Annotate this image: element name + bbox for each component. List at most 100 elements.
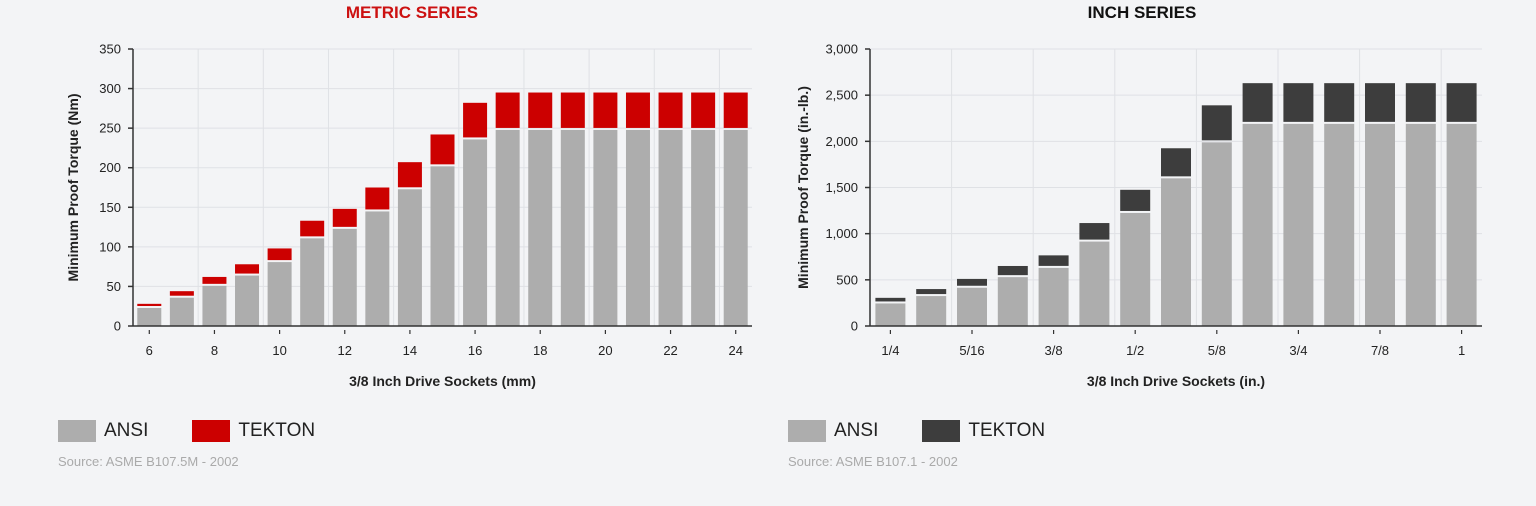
bar-tekton (997, 265, 1028, 276)
bar-ansi (658, 129, 683, 326)
bar-ansi (463, 139, 488, 326)
bar-tekton (495, 92, 520, 128)
bar-tekton (430, 134, 455, 165)
y-tick-label: 350 (99, 42, 121, 57)
metric-legend: ANSI TEKTON (58, 420, 359, 442)
bar-tekton (593, 92, 618, 128)
y-tick-label: 50 (107, 279, 121, 294)
bar-ansi (625, 129, 650, 326)
bar-ansi (957, 287, 987, 326)
bar-tekton (625, 92, 650, 128)
bar-tekton (1161, 148, 1191, 177)
bar-tekton (1242, 83, 1273, 122)
bar-tekton (1201, 105, 1232, 141)
bar-tekton (202, 276, 227, 284)
bar-ansi (137, 308, 162, 326)
bar-tekton (1120, 189, 1151, 211)
inch-legend: ANSI TEKTON (788, 420, 1089, 442)
x-tick-label: 6 (146, 343, 153, 358)
y-tick-label: 1,500 (825, 180, 858, 195)
bar-ansi (723, 129, 748, 326)
legend-item-tekton: TEKTON (922, 420, 1045, 442)
bar-tekton (1324, 83, 1355, 122)
legend-item-tekton: TEKTON (192, 420, 315, 442)
bar-tekton (300, 220, 325, 237)
x-axis-label: 3/8 Inch Drive Sockets (in.) (1087, 373, 1265, 389)
x-tick-label: 8 (211, 343, 218, 358)
legend-item-ansi: ANSI (58, 420, 148, 442)
y-tick-label: 2,000 (825, 134, 858, 149)
bar-ansi (1405, 123, 1436, 326)
bar-ansi (560, 129, 585, 326)
bar-ansi (1324, 123, 1355, 326)
bar-tekton (267, 248, 292, 261)
chart-title: METRIC SERIES (346, 3, 478, 22)
ansi-swatch (58, 420, 96, 442)
y-tick-label: 300 (99, 81, 121, 96)
bar-tekton (560, 92, 585, 128)
bar-tekton (1405, 83, 1436, 122)
bar-tekton (957, 278, 987, 286)
x-tick-label: 5/8 (1208, 343, 1226, 358)
chart-title: INCH SERIES (1088, 3, 1197, 22)
inch-source: Source: ASME B107.1 - 2002 (788, 454, 958, 469)
x-tick-label: 7/8 (1371, 343, 1389, 358)
bar-tekton (1283, 83, 1314, 122)
y-axis-label: Minimum Proof Torque (in.-lb.) (795, 86, 811, 289)
bar-ansi (495, 129, 520, 326)
ansi-swatch (788, 420, 826, 442)
bar-tekton (658, 92, 683, 128)
bar-ansi (875, 303, 906, 326)
x-tick-label: 14 (403, 343, 417, 358)
bar-ansi (997, 277, 1028, 326)
y-tick-label: 500 (836, 272, 858, 287)
x-tick-label: 22 (663, 343, 677, 358)
y-tick-label: 150 (99, 200, 121, 215)
bar-tekton (875, 297, 906, 302)
legend-label: TEKTON (968, 420, 1046, 441)
x-tick-label: 16 (468, 343, 482, 358)
bar-ansi (235, 275, 260, 326)
bar-tekton (691, 92, 716, 128)
x-tick-label: 3/8 (1045, 343, 1063, 358)
y-tick-label: 0 (114, 319, 121, 334)
x-tick-label: 18 (533, 343, 547, 358)
bar-ansi (169, 297, 194, 326)
bar-ansi (397, 189, 422, 326)
x-tick-label: 1/2 (1126, 343, 1144, 358)
bar-tekton (397, 162, 422, 188)
bar-ansi (202, 285, 227, 326)
y-tick-label: 100 (99, 239, 121, 254)
bar-tekton (1079, 223, 1110, 240)
y-tick-label: 250 (99, 121, 121, 136)
x-tick-label: 5/16 (959, 343, 984, 358)
y-tick-label: 2,500 (825, 88, 858, 103)
y-tick-label: 3,000 (825, 42, 858, 57)
bar-ansi (365, 211, 390, 326)
tekton-swatch (192, 420, 231, 442)
bar-ansi (1120, 212, 1151, 326)
bar-tekton (1365, 83, 1395, 122)
bar-ansi (1365, 123, 1395, 326)
x-tick-label: 10 (272, 343, 286, 358)
bar-tekton (528, 92, 553, 128)
bar-tekton (1038, 255, 1069, 266)
bar-tekton (137, 303, 162, 307)
bar-ansi (1079, 241, 1110, 326)
y-axis-label: Minimum Proof Torque (Nm) (65, 94, 81, 282)
x-tick-label: 12 (338, 343, 352, 358)
bar-tekton (235, 264, 260, 274)
bar-tekton (332, 208, 357, 227)
bar-tekton (723, 92, 748, 128)
x-tick-label: 1/4 (881, 343, 899, 358)
legend-label: TEKTON (238, 420, 316, 441)
bar-tekton (169, 291, 194, 296)
bar-ansi (1201, 142, 1232, 326)
x-tick-label: 24 (728, 343, 742, 358)
tekton-swatch (922, 420, 961, 442)
bar-ansi (1038, 267, 1069, 326)
bar-tekton (1446, 83, 1477, 122)
metric-source: Source: ASME B107.5M - 2002 (58, 454, 239, 469)
legend-label: ANSI (104, 420, 149, 441)
